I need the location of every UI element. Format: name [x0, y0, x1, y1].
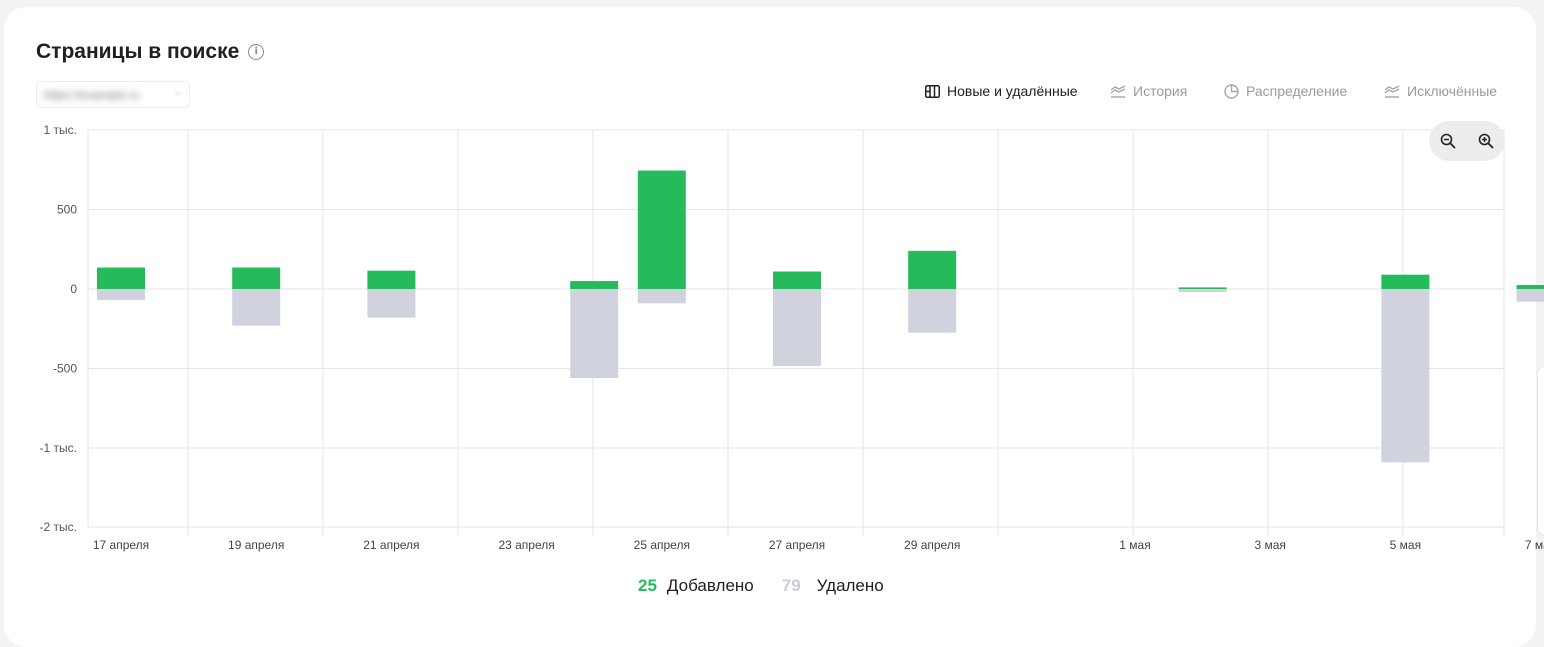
tab-label: Распределение: [1246, 83, 1348, 99]
zoom-out-icon: [1440, 133, 1456, 149]
zoom-in-button[interactable]: [1474, 129, 1498, 153]
legend-added-label[interactable]: Добавлено: [666, 576, 754, 595]
zoom-in-icon: [1478, 133, 1494, 149]
bar-added: [773, 271, 821, 289]
page-title: Страницы в поиске i: [36, 40, 265, 64]
y-tick-label: -2 тыс.: [40, 520, 77, 534]
bar-removed: [908, 289, 957, 333]
bar-removed: [1178, 289, 1227, 293]
tab-excluded[interactable]: Исключённые: [1384, 83, 1497, 99]
bar-removed: [1516, 289, 1544, 302]
bar-removed: [232, 289, 281, 326]
bar-added: [1178, 287, 1227, 289]
bar-added: [637, 170, 686, 289]
tab-new-and-removed[interactable]: Новые и удалённые: [925, 83, 1078, 99]
title-text: Страницы в поиске: [36, 40, 240, 63]
site-selector[interactable]: https://example.ru ⌄: [36, 81, 190, 108]
bar-removed: [637, 289, 686, 304]
x-tick-label: 21 апреля: [363, 538, 419, 552]
bar-removed: [367, 289, 416, 318]
info-icon[interactable]: i: [248, 44, 265, 60]
y-tick-label: 0: [70, 282, 77, 296]
side-panel-handle[interactable]: [1537, 366, 1544, 536]
tab-label: Исключённые: [1407, 83, 1498, 99]
tab-label: История: [1133, 83, 1188, 99]
chart-tabs: Новые и удалённые История Распределение …: [0, 83, 1544, 105]
bar-added: [367, 270, 416, 289]
grid-chart-icon: [925, 84, 940, 98]
bar-removed: [1381, 289, 1430, 463]
x-tick-label: 29 апреля: [904, 538, 960, 552]
chart-legend: 25 Добавлено 79 Удалено: [638, 576, 912, 596]
x-tick-label: 27 апреля: [769, 538, 825, 552]
tab-history[interactable]: История: [1110, 83, 1187, 99]
bar-added: [908, 250, 957, 289]
bar-added: [570, 281, 619, 289]
site-selector-value: https://example.ru: [44, 87, 140, 102]
bar-added: [232, 267, 281, 289]
area-chart-icon: [1384, 84, 1400, 98]
x-tick-label: 19 апреля: [228, 538, 284, 552]
y-tick-label: -500: [53, 362, 77, 376]
bar-added: [1516, 285, 1544, 289]
zoom-controls: [1429, 121, 1505, 161]
tab-label: Новые и удалённые: [947, 83, 1078, 99]
y-tick-label: 1 тыс.: [44, 123, 77, 137]
tab-distribution[interactable]: Распределение: [1224, 83, 1347, 99]
y-tick-label: 500: [57, 203, 77, 217]
bar-added: [1381, 274, 1430, 289]
x-tick-label: 5 мая: [1390, 538, 1421, 552]
x-tick-label: 1 мая: [1119, 538, 1150, 552]
x-tick-label: 25 апреля: [634, 538, 690, 552]
x-tick-label: 3 мая: [1254, 538, 1285, 552]
legend-added-count: 25: [638, 576, 657, 595]
area-chart-icon: [1110, 84, 1126, 98]
bar-removed: [773, 289, 821, 367]
bar-removed: [97, 289, 145, 301]
chevron-down-icon: ⌄: [173, 87, 182, 98]
x-tick-label: 17 апреля: [93, 538, 149, 552]
bar-removed: [570, 289, 619, 379]
legend-removed-label[interactable]: Удалено: [816, 576, 884, 595]
x-tick-label: 7 мая: [1525, 538, 1544, 552]
chart-card: [4, 7, 1536, 647]
bar-added: [97, 267, 145, 289]
y-tick-label: -1 тыс.: [40, 441, 77, 455]
x-tick-label: 23 апреля: [498, 538, 554, 552]
legend-removed-count: 79: [781, 576, 801, 595]
pie-chart-icon: [1224, 83, 1239, 99]
bar-chart: 1 тыс. 500 0 -500 -1 тыс. -2 тыс. 17 апреля 19 …: [40, 123, 1544, 552]
zoom-out-button[interactable]: [1436, 129, 1460, 153]
